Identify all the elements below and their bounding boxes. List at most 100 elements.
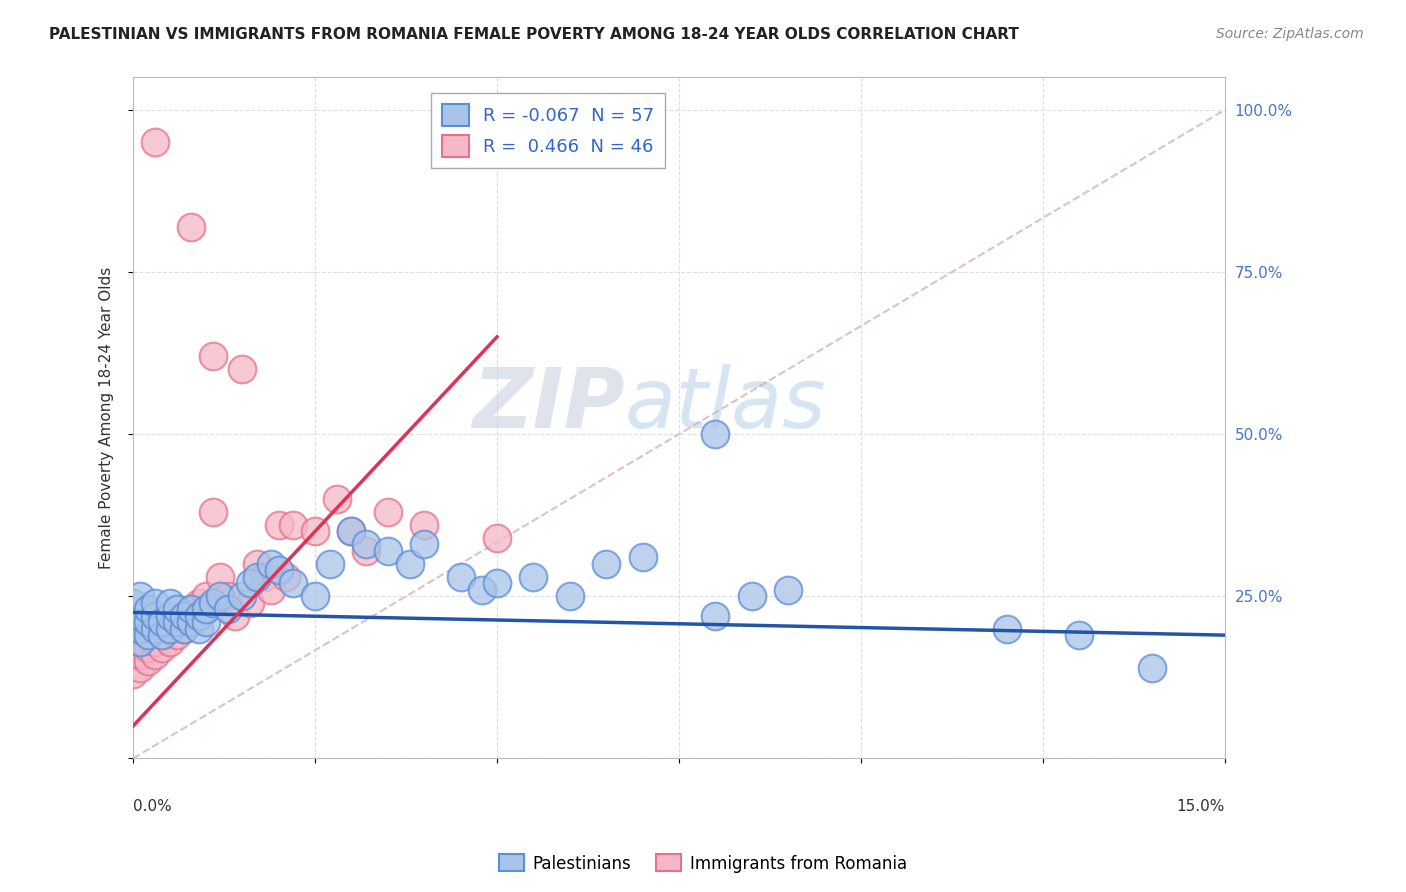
- Point: [217, 589, 239, 603]
- Point: [238, 576, 260, 591]
- Point: [187, 622, 209, 636]
- Point: [159, 634, 181, 648]
- Point: [180, 602, 202, 616]
- Point: [166, 602, 188, 616]
- Legend: R = -0.067  N = 57, R =  0.466  N = 46: R = -0.067 N = 57, R = 0.466 N = 46: [430, 94, 665, 168]
- Point: [159, 608, 181, 623]
- Point: [187, 596, 209, 610]
- Point: [246, 557, 269, 571]
- Point: [354, 537, 377, 551]
- Point: [173, 608, 195, 623]
- Point: [129, 634, 152, 648]
- Point: [486, 576, 509, 591]
- Point: [354, 544, 377, 558]
- Point: [122, 634, 145, 648]
- Point: [283, 576, 305, 591]
- Point: [166, 615, 188, 629]
- Point: [129, 622, 152, 636]
- Point: [143, 622, 166, 636]
- Point: [122, 596, 145, 610]
- Point: [143, 622, 166, 636]
- Point: [704, 427, 727, 442]
- Point: [136, 641, 159, 656]
- Point: [741, 589, 763, 603]
- Point: [778, 582, 800, 597]
- Point: [143, 136, 166, 150]
- Text: PALESTINIAN VS IMMIGRANTS FROM ROMANIA FEMALE POVERTY AMONG 18-24 YEAR OLDS CORR: PALESTINIAN VS IMMIGRANTS FROM ROMANIA F…: [49, 27, 1019, 42]
- Point: [217, 602, 239, 616]
- Point: [209, 589, 232, 603]
- Point: [238, 596, 260, 610]
- Point: [377, 544, 399, 558]
- Point: [150, 615, 173, 629]
- Point: [129, 608, 152, 623]
- Point: [129, 648, 152, 662]
- Point: [129, 660, 152, 674]
- Point: [704, 608, 727, 623]
- Point: [202, 505, 225, 519]
- Point: [159, 596, 181, 610]
- Point: [194, 615, 217, 629]
- Point: [377, 505, 399, 519]
- Text: Source: ZipAtlas.com: Source: ZipAtlas.com: [1216, 27, 1364, 41]
- Legend: Palestinians, Immigrants from Romania: Palestinians, Immigrants from Romania: [492, 847, 914, 880]
- Point: [180, 615, 202, 629]
- Point: [631, 550, 654, 565]
- Point: [253, 570, 276, 584]
- Point: [136, 654, 159, 668]
- Point: [166, 615, 188, 629]
- Point: [486, 531, 509, 545]
- Point: [180, 615, 202, 629]
- Point: [558, 589, 581, 603]
- Point: [267, 563, 290, 577]
- Point: [231, 589, 253, 603]
- Point: [209, 570, 232, 584]
- Point: [267, 517, 290, 532]
- Point: [143, 608, 166, 623]
- Point: [122, 608, 145, 623]
- Point: [173, 608, 195, 623]
- Point: [202, 596, 225, 610]
- Point: [194, 602, 217, 616]
- Point: [187, 608, 209, 623]
- Point: [129, 589, 152, 603]
- Point: [471, 582, 494, 597]
- Point: [595, 557, 617, 571]
- Point: [143, 634, 166, 648]
- Point: [129, 634, 152, 648]
- Point: [304, 589, 326, 603]
- Point: [159, 622, 181, 636]
- Text: ZIP: ZIP: [472, 364, 624, 445]
- Point: [122, 622, 145, 636]
- Point: [450, 570, 472, 584]
- Point: [136, 628, 159, 642]
- Point: [143, 648, 166, 662]
- Point: [246, 570, 269, 584]
- Point: [194, 589, 217, 603]
- Point: [304, 524, 326, 539]
- Point: [180, 602, 202, 616]
- Point: [274, 570, 297, 584]
- Y-axis label: Female Poverty Among 18-24 Year Olds: Female Poverty Among 18-24 Year Olds: [100, 267, 114, 569]
- Point: [173, 622, 195, 636]
- Point: [129, 622, 152, 636]
- Point: [522, 570, 544, 584]
- Point: [150, 641, 173, 656]
- Point: [260, 557, 283, 571]
- Point: [340, 524, 363, 539]
- Text: 15.0%: 15.0%: [1177, 799, 1225, 814]
- Point: [122, 667, 145, 681]
- Point: [231, 362, 253, 376]
- Point: [187, 608, 209, 623]
- Point: [180, 219, 202, 234]
- Point: [318, 557, 340, 571]
- Point: [173, 622, 195, 636]
- Point: [136, 602, 159, 616]
- Point: [150, 628, 173, 642]
- Point: [995, 622, 1018, 636]
- Point: [260, 582, 283, 597]
- Point: [166, 628, 188, 642]
- Point: [136, 628, 159, 642]
- Point: [159, 622, 181, 636]
- Point: [143, 596, 166, 610]
